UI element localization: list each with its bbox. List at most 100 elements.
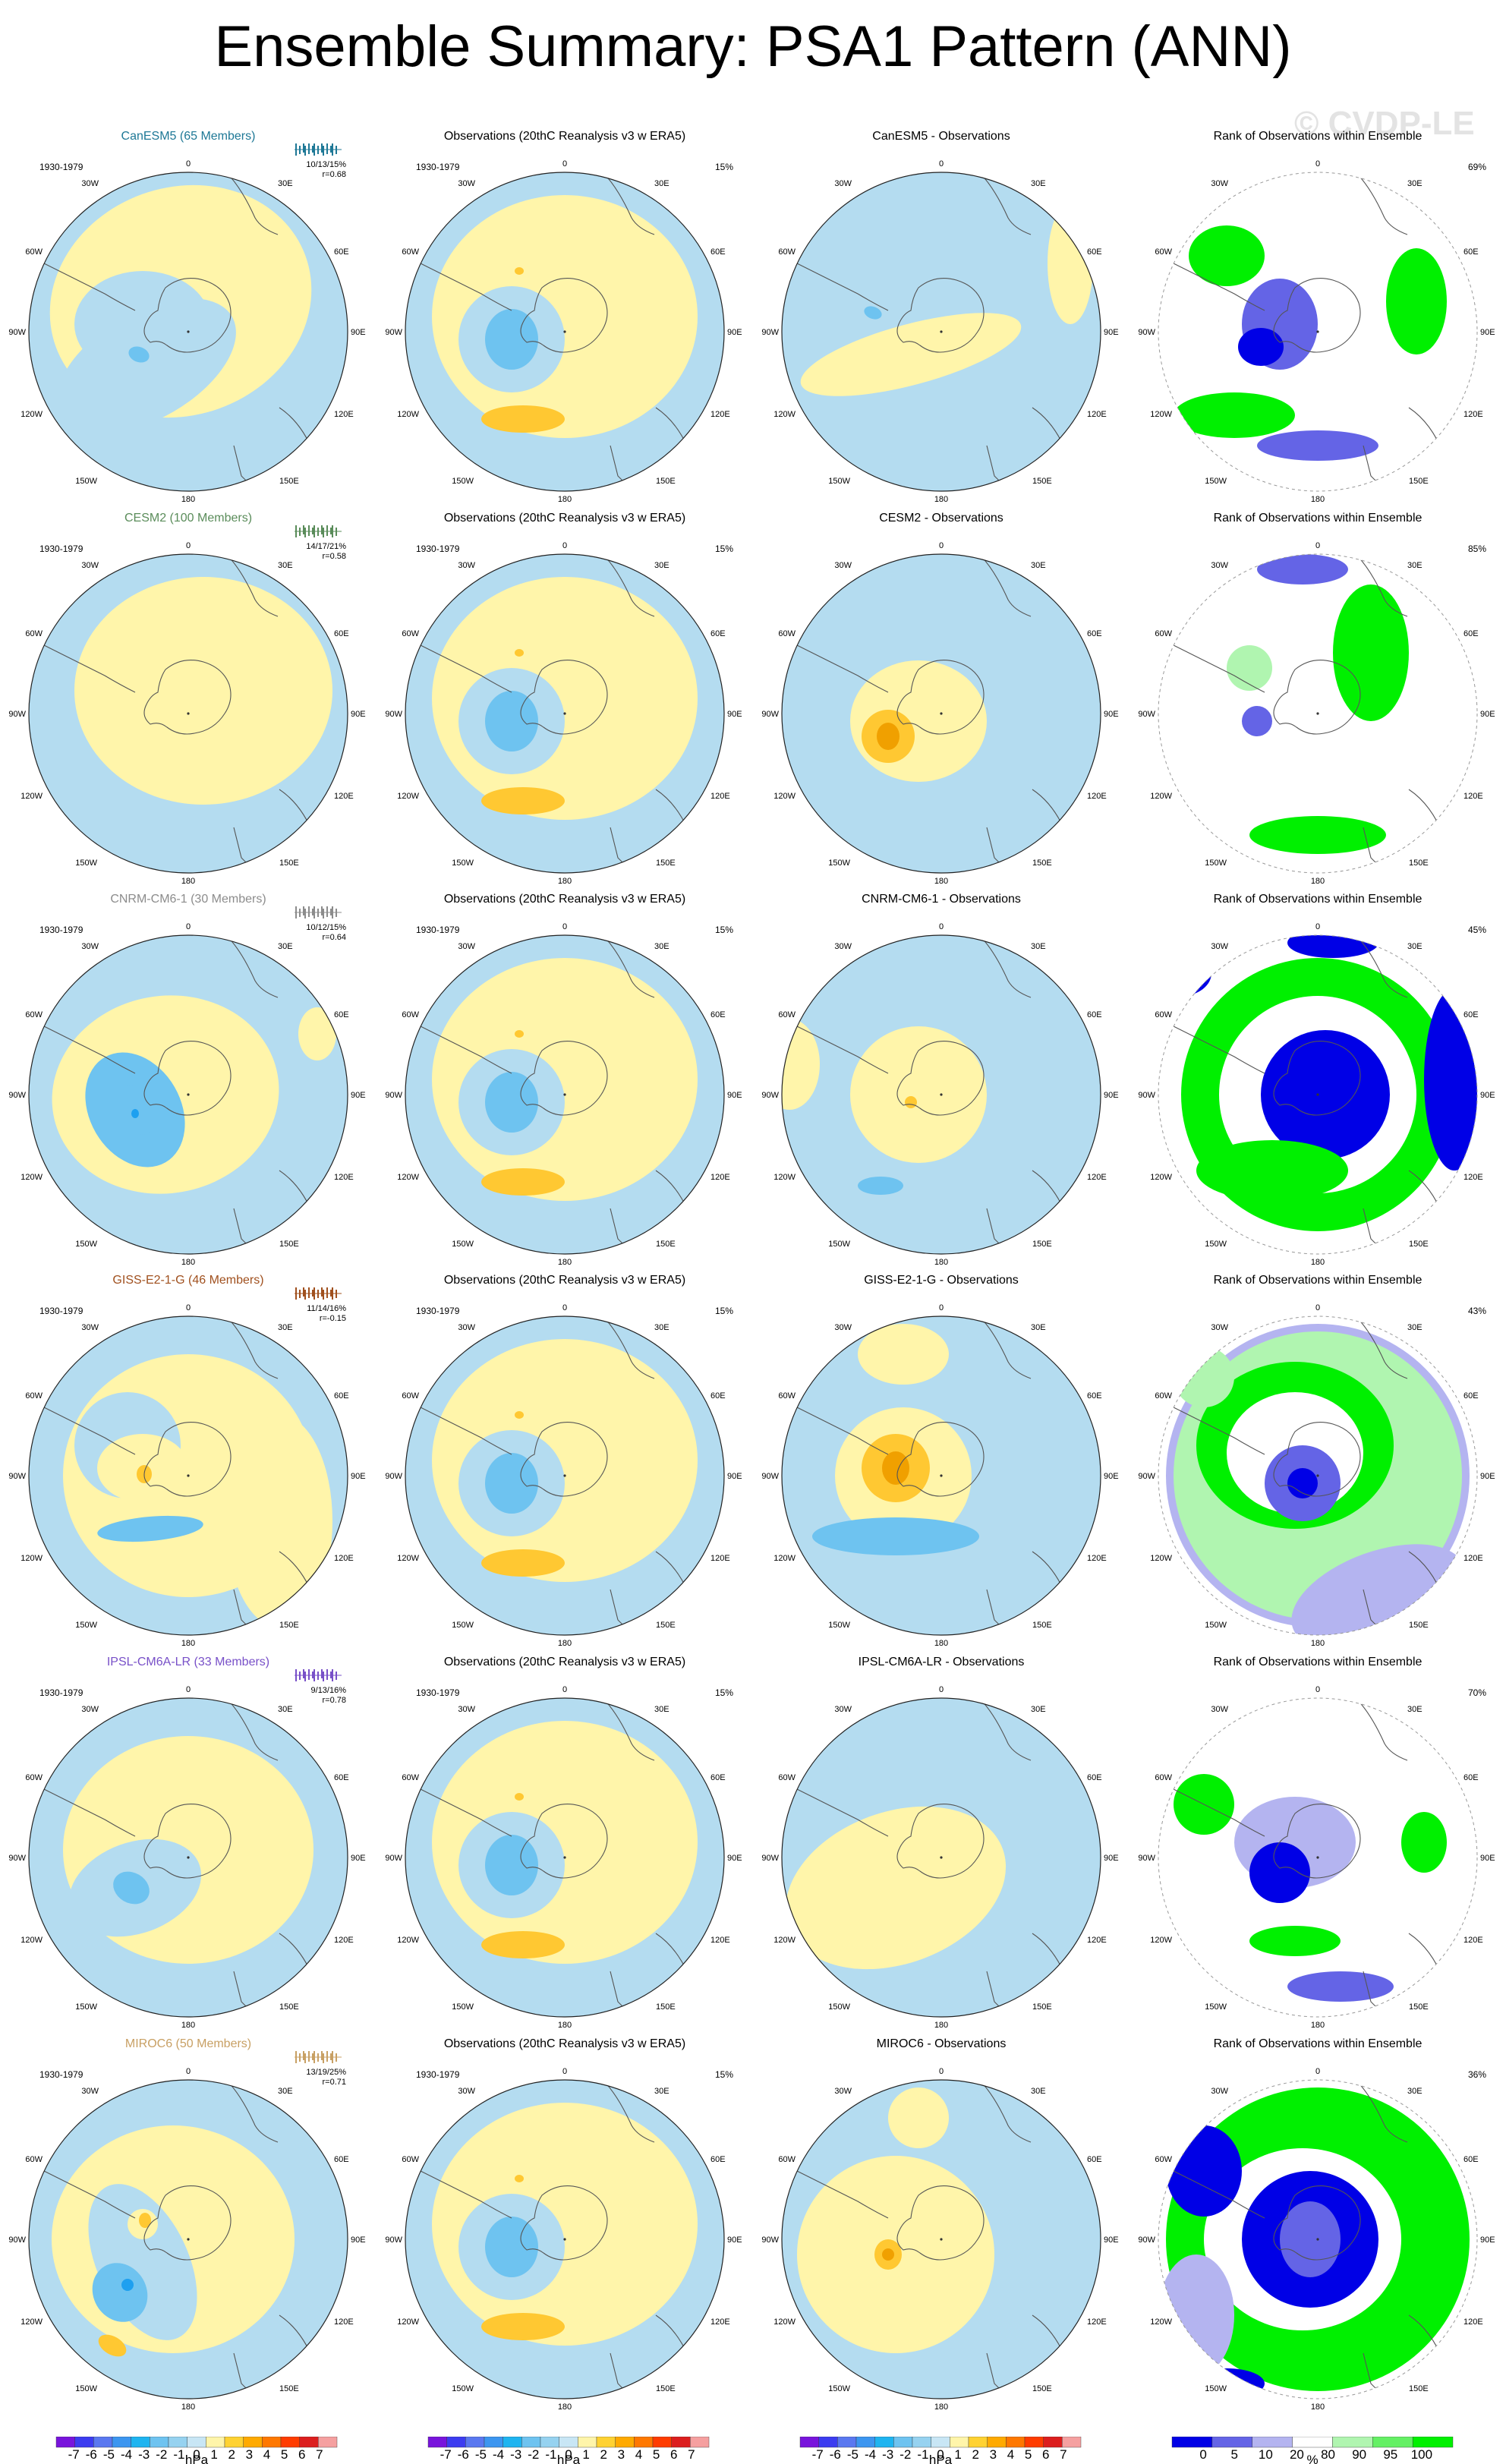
antarctica-coastline <box>143 1041 232 1116</box>
map-label-tr1: 30E <box>278 1323 293 1332</box>
colorbar-tick-label: -7 <box>812 2447 824 2462</box>
colorbar-swatch <box>206 2437 225 2448</box>
diff-map: 0 30E 60E 90E 120E 150E 180 150W 120W 90W 60W 30W <box>761 1303 1118 1648</box>
map-label-left: 90W <box>8 328 26 337</box>
map-label-br2: 120E <box>710 1173 730 1182</box>
difference-title: MIROC6 - Observations <box>876 2037 1007 2050</box>
map-label-bl1: 150W <box>75 2002 97 2012</box>
period-label: 1930-1979 <box>39 925 83 935</box>
map-label-top: 0 <box>186 159 191 169</box>
antarctica-coastline <box>1273 1041 1361 1116</box>
diff-field <box>782 935 1101 1254</box>
map-label-left: 90W <box>1138 2236 1155 2245</box>
map-label-tl2: 60W <box>402 1391 419 1401</box>
rank-panel: Rank of Observations within Ensemble 43% 0… <box>1130 1269 1506 1651</box>
obs-field <box>405 2080 724 2399</box>
africa-coastline <box>978 2080 1032 2143</box>
map-label-left: 90W <box>761 1472 779 1481</box>
rank-anomaly-4 <box>1166 2125 1242 2217</box>
colorbar-tick-label: 3 <box>990 2447 997 2462</box>
rank-pct: 36% <box>1468 2069 1487 2080</box>
obs-anomaly-3 <box>481 2313 565 2340</box>
map-label-tl1: 30W <box>1211 942 1228 951</box>
difference-title: CNRM-CM6-1 - Observations <box>862 893 1021 906</box>
map-label-tr1: 30E <box>278 179 293 188</box>
member-spread-icon <box>295 1669 342 1681</box>
antarctica-coastline <box>1273 278 1361 353</box>
colorbar-swatch <box>950 2437 969 2448</box>
map-label-bottom: 180 <box>181 2403 195 2412</box>
obs-anomaly-4 <box>515 1411 524 1419</box>
colorbar-swatch <box>690 2437 710 2448</box>
member-spread-icon <box>295 143 342 156</box>
colorbar-tick-label: -7 <box>68 2447 80 2462</box>
south-america-coastline <box>412 1022 512 1074</box>
obs-anomaly-4 <box>515 267 524 275</box>
map-label-br1: 150E <box>1409 859 1429 868</box>
africa-coastline <box>602 554 655 617</box>
observations-pct: 15% <box>715 1306 734 1316</box>
colorbar-tick-label: 5 <box>653 2447 660 2462</box>
map-boundary <box>781 1697 1101 2018</box>
colorbar-swatch <box>243 2437 263 2448</box>
model-field <box>29 1698 348 2017</box>
africa-coastline <box>602 2080 655 2143</box>
africa-coastline <box>1355 935 1408 998</box>
pole-marker <box>1316 2238 1319 2241</box>
colorbar-swatch <box>634 2437 654 2448</box>
diff-map: 0 30E 60E 90E 120E 150E 180 150W 120W 90W 60W 30W <box>761 2067 1119 2412</box>
map-label-tl2: 60W <box>778 1391 796 1401</box>
obs-anomaly-4 <box>515 1793 524 1801</box>
colorbar-tick-label: -2 <box>156 2447 167 2462</box>
pole-marker <box>940 2238 943 2241</box>
africa-coastline <box>602 1316 655 1379</box>
colorbar-tick-label: -3 <box>510 2447 521 2462</box>
colorbar-tick-label: 7 <box>316 2447 323 2462</box>
colorbar-tick-label: 6 <box>298 2447 305 2462</box>
observations-panel: Observations (20thC Reanalysis v3 w ERA5… <box>376 125 753 507</box>
observations-title: Observations (20thC Reanalysis v3 w ERA5… <box>443 1274 686 1287</box>
map-label-bl1: 150W <box>75 859 97 868</box>
south-america-coastline <box>1165 641 1265 693</box>
map-label-right: 90E <box>1104 2236 1119 2245</box>
model-title: CESM2 (100 Members) <box>124 512 253 525</box>
rank-title: Rank of Observations within Ensemble <box>1213 1656 1423 1668</box>
map-boundary <box>405 1315 725 1636</box>
diff-anomaly-0 <box>785 1806 1007 1970</box>
rank-title: Rank of Observations within Ensemble <box>1213 1274 1423 1287</box>
map-label-bl2: 120W <box>773 792 796 801</box>
observations-pct: 15% <box>715 925 734 935</box>
model-map: 0 30E 60E 90E 120E 150E 180 150W 120W 90W 60W 30W <box>8 159 365 504</box>
map-label-br2: 120E <box>334 792 354 801</box>
member-spread-icon <box>295 2051 342 2063</box>
model-anomaly-3 <box>131 1109 139 1118</box>
rank-anomaly-7 <box>1174 1347 1234 1407</box>
antarctica-coastline <box>520 1422 608 1497</box>
diff-anomaly-2 <box>1048 203 1093 324</box>
colorbar-tick-label: 7 <box>688 2447 695 2462</box>
map-label-right: 90E <box>727 1854 742 1863</box>
map-label-bottom: 180 <box>181 2021 195 2030</box>
model-anomaly-4 <box>98 2334 127 2357</box>
rank-anomaly-5 <box>1287 1468 1318 1498</box>
pole-marker <box>940 1474 943 1477</box>
south-america-coastline <box>412 259 512 311</box>
model-anomaly-3 <box>121 2279 134 2291</box>
map-label-left: 90W <box>761 1091 779 1100</box>
south-america-coastline <box>1165 1022 1265 1074</box>
obs-field <box>405 554 724 873</box>
rank-anomaly-3 <box>1401 1812 1447 1873</box>
map-label-right: 90E <box>727 1091 742 1100</box>
obs-field <box>405 935 724 1254</box>
diff-field <box>782 2080 1101 2399</box>
rank-field <box>1158 2080 1477 2399</box>
map-boundary <box>781 1315 1101 1636</box>
rank-map: 0 30E 60E 90E 120E 150E 180 150W 120W 90W 60W 30W <box>1138 159 1495 504</box>
pole-marker <box>563 1474 566 1477</box>
map-label-bl1: 150W <box>1205 2002 1227 2012</box>
map-label-bl1: 150W <box>452 859 474 868</box>
map-label-br1: 150E <box>279 1240 299 1249</box>
south-america-coastline <box>789 259 889 311</box>
colorbar-swatch <box>465 2437 485 2448</box>
difference-panel: CNRM-CM6-1 - Observations 0 30E 60E 90E 120E 1… <box>753 888 1130 1270</box>
